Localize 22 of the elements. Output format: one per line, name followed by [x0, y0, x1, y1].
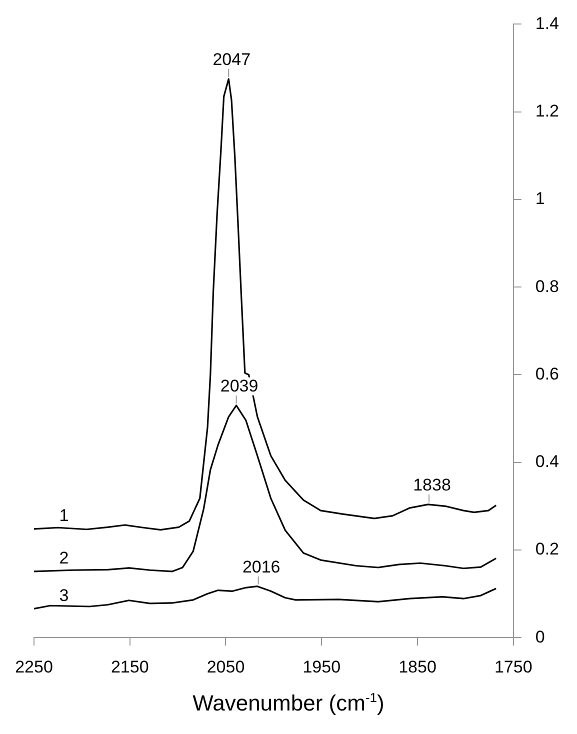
- series-label: 1: [59, 506, 69, 526]
- series-label: 3: [59, 586, 69, 605]
- series-label: 2: [59, 548, 69, 568]
- x-tick-label: 1750: [494, 657, 532, 676]
- x-tick-label: 1950: [302, 657, 341, 676]
- y-tick-label: 0.4: [535, 452, 560, 472]
- y-tick-label: 1.4: [535, 14, 560, 33]
- y-tick-label: 0.6: [535, 364, 560, 384]
- x-tick-label: 2150: [110, 657, 149, 676]
- y-tick-label: 0.8: [535, 276, 560, 296]
- annotation: 2016: [242, 558, 280, 577]
- annotation: 2039: [220, 376, 258, 396]
- x-tick-label: 1850: [398, 657, 436, 676]
- annotation: 1838: [413, 476, 451, 495]
- x-axis-title: Wavenumber (cm$^{-1}$): [192, 690, 386, 716]
- annotation: 2047: [212, 50, 251, 70]
- x-tick-label: 2050: [206, 657, 245, 676]
- y-tick-label: 0: [535, 627, 545, 646]
- x-tick-label: 2250: [15, 657, 53, 676]
- y-tick-label: 1: [535, 189, 545, 208]
- y-tick-label: 0.2: [535, 540, 560, 559]
- y-tick-label: 1.2: [535, 102, 560, 121]
